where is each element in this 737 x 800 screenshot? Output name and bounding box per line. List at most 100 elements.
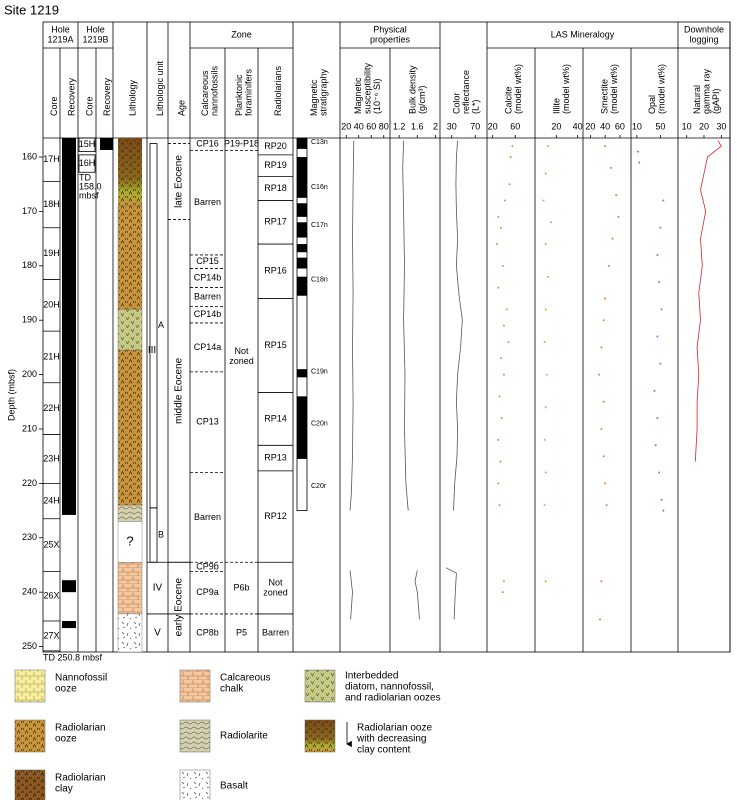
- log-point: [498, 395, 501, 398]
- log-point: [598, 618, 601, 621]
- column-header: Magnetic: [309, 79, 319, 116]
- core-label: 17H: [43, 154, 60, 164]
- zone-label: RP17: [264, 217, 287, 227]
- log-point: [544, 308, 547, 311]
- normal-polarity: [297, 138, 307, 149]
- group-header: 1219A: [47, 34, 73, 44]
- log-point: [508, 183, 511, 186]
- log-curve: [349, 140, 355, 620]
- core-label: 21H: [43, 351, 60, 361]
- frame: [42, 21, 731, 653]
- legend-swatch: [14, 719, 46, 753]
- depth-tick-label: 200: [22, 369, 37, 379]
- track-tick-label: 40: [573, 121, 583, 131]
- column-header: Smectite: [600, 79, 610, 114]
- core-label: 24H: [43, 495, 60, 505]
- column-header: susceptibility: [362, 62, 372, 114]
- zone-label: CP15: [196, 256, 219, 266]
- unit-label: IV: [153, 583, 163, 594]
- group-header: Hole: [51, 24, 70, 34]
- log-point: [543, 504, 546, 507]
- track-tick-label: 1.6: [411, 121, 424, 131]
- normal-polarity: [297, 222, 307, 238]
- column-header: Natural: [692, 85, 702, 114]
- log-curve: [445, 140, 463, 620]
- core-label: 15H: [79, 139, 96, 149]
- log-point: [656, 417, 659, 420]
- track-tick-label: 1.2: [393, 121, 406, 131]
- chron-label: C17n: [311, 222, 328, 229]
- track-tick-label: 40: [600, 121, 610, 131]
- group-header: Zone: [231, 29, 252, 39]
- recovery-bar: [62, 580, 76, 593]
- core-label: 23H: [43, 453, 60, 463]
- track-tick-label: 30: [716, 121, 726, 131]
- legend-label: ooze: [55, 684, 77, 695]
- zone-label: CP16: [196, 139, 219, 149]
- core-label: 18H: [43, 199, 60, 209]
- group-header: logging: [689, 34, 718, 44]
- log-point: [604, 145, 607, 148]
- column-header: (model wt%): [513, 64, 523, 114]
- legend-swatch: [179, 669, 211, 703]
- column-header: (model wt%): [657, 64, 667, 114]
- depth-tick-label: 240: [22, 587, 37, 597]
- column-header: gamma ray: [701, 68, 711, 114]
- log-point: [542, 199, 545, 202]
- chron-label: C18n: [311, 276, 328, 283]
- normal-polarity: [297, 369, 307, 378]
- depth-tick-label: 220: [22, 478, 37, 488]
- column-header: Planktonic: [234, 74, 244, 116]
- depth-tick-label: 160: [22, 151, 37, 161]
- column-header: Bulk density: [408, 65, 418, 114]
- log-point: [638, 161, 641, 164]
- age-label: early Eocene: [174, 578, 185, 637]
- log-point: [658, 471, 661, 474]
- log-point: [617, 215, 620, 218]
- log-point: [662, 199, 665, 202]
- group-header: LAS Mineralogy: [551, 29, 615, 39]
- legend-label: ooze: [55, 734, 77, 745]
- log-point: [504, 199, 507, 202]
- log-point: [607, 264, 610, 267]
- log-point: [496, 243, 499, 246]
- lithology-interval: [117, 349, 143, 506]
- log-point: [500, 357, 503, 360]
- zone-label: CP14b: [194, 309, 222, 319]
- track-tick-label: 50: [655, 121, 665, 131]
- legend-label: and radiolarian oozes: [345, 693, 441, 704]
- log-curve: [402, 140, 420, 620]
- log-point: [497, 286, 500, 289]
- legend-label: Nannofossil: [55, 673, 107, 684]
- log-point: [544, 243, 547, 246]
- log-point: [637, 150, 640, 153]
- zone-label: P6b: [233, 582, 249, 592]
- log-point: [611, 237, 614, 240]
- depth-tick-label: 170: [22, 206, 37, 216]
- track-tick-label: 20: [551, 121, 561, 131]
- column-header: Color: [451, 92, 461, 114]
- column-header: nannofossils: [210, 65, 220, 116]
- core-label: 27X: [43, 630, 59, 640]
- track-tick-label: 60: [366, 121, 376, 131]
- log-point: [654, 444, 657, 447]
- log-point: [502, 580, 505, 583]
- lithology-interval: [117, 504, 143, 522]
- legend-label: clay content: [357, 745, 411, 756]
- column-header: Magnetic: [353, 77, 363, 114]
- group-header: Physical: [373, 24, 407, 34]
- column-header: Calcareous: [200, 70, 210, 116]
- column-header: stratigraphy: [319, 68, 329, 116]
- chron-label: C20n: [311, 420, 328, 427]
- normal-polarity: [297, 244, 307, 253]
- age-label: late Eocene: [174, 155, 185, 208]
- lithology-interval: [117, 205, 143, 310]
- core-label: 25X: [43, 539, 59, 549]
- log-point: [600, 346, 603, 349]
- log-point: [658, 281, 661, 284]
- column-header: reflectance: [461, 70, 471, 114]
- chron-label: C19n: [311, 369, 328, 376]
- zone-label: RP16: [264, 266, 287, 276]
- total-depth: TD 250.8 mbsf: [43, 652, 103, 662]
- track-tick-label: 40: [354, 121, 364, 131]
